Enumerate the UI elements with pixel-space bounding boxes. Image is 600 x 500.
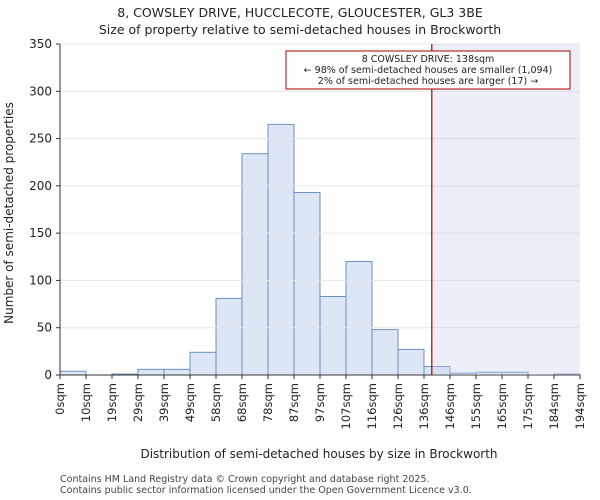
y-tick-label: 0 [44, 368, 52, 382]
histogram-bar [293, 191, 321, 376]
x-tick-label: 116sqm [365, 383, 379, 429]
x-tick-label: 126sqm [391, 383, 405, 429]
y-tick-label: 300 [29, 84, 52, 98]
x-tick-label: 58sqm [209, 383, 223, 422]
x-tick-label: 10sqm [79, 383, 93, 422]
chart-subtitle: Size of property relative to semi-detach… [98, 22, 502, 37]
chart-title: 8, COWSLEY DRIVE, HUCCLECOTE, GLOUCESTER… [117, 5, 483, 20]
y-axis-label: Number of semi-detached properties [2, 102, 16, 324]
x-tick-label: 194sqm [573, 383, 587, 429]
x-axis-label: Distribution of semi-detached houses by … [140, 447, 497, 461]
x-tick-label: 146sqm [443, 383, 457, 429]
histogram-bar [267, 123, 295, 376]
y-tick-label: 350 [29, 37, 52, 51]
annotation-line3: 2% of semi-detached houses are larger (1… [318, 76, 538, 87]
footer-copyright: Contains HM Land Registry data © Crown c… [60, 474, 430, 485]
x-tick-label: 49sqm [183, 383, 197, 422]
histogram-bar [345, 261, 373, 376]
y-tick-label: 200 [29, 179, 52, 193]
histogram-bar [319, 296, 347, 376]
x-tick-label: 19sqm [105, 383, 119, 422]
annotation-line2: ← 98% of semi-detached houses are smalle… [304, 65, 553, 76]
y-tick-label: 150 [29, 226, 52, 240]
annotation-box [285, 50, 571, 90]
x-tick-label: 97sqm [313, 383, 327, 422]
larger-properties-shade [431, 44, 580, 375]
histogram-bar [59, 370, 87, 376]
footer-licence: Contains public sector information licen… [60, 485, 472, 496]
y-tick-label: 100 [29, 273, 52, 287]
histogram-bar [163, 368, 191, 376]
x-tick-label: 175sqm [521, 383, 535, 429]
histogram-bar [241, 153, 269, 376]
x-tick-label: 155sqm [469, 383, 483, 429]
x-tick-label: 39sqm [157, 383, 171, 422]
histogram-bar [397, 348, 425, 376]
x-tick-label: 78sqm [261, 383, 275, 422]
y-tick-label: 250 [29, 132, 52, 146]
x-tick-label: 29sqm [131, 383, 145, 422]
annotation-line1: 8 COWSLEY DRIVE: 138sqm [362, 54, 495, 65]
histogram-bar [137, 368, 165, 376]
x-tick-label: 87sqm [287, 383, 301, 422]
x-tick-label: 0sqm [53, 383, 67, 415]
x-tick-label: 107sqm [339, 383, 353, 429]
y-tick-label: 50 [37, 321, 52, 335]
histogram-bar [189, 351, 217, 376]
x-tick-label: 165sqm [495, 383, 509, 429]
x-tick-label: 184sqm [547, 383, 561, 429]
x-tick-label: 136sqm [417, 383, 431, 429]
histogram-bar [215, 297, 243, 376]
x-tick-label: 68sqm [235, 383, 249, 422]
histogram-bar [371, 329, 399, 376]
